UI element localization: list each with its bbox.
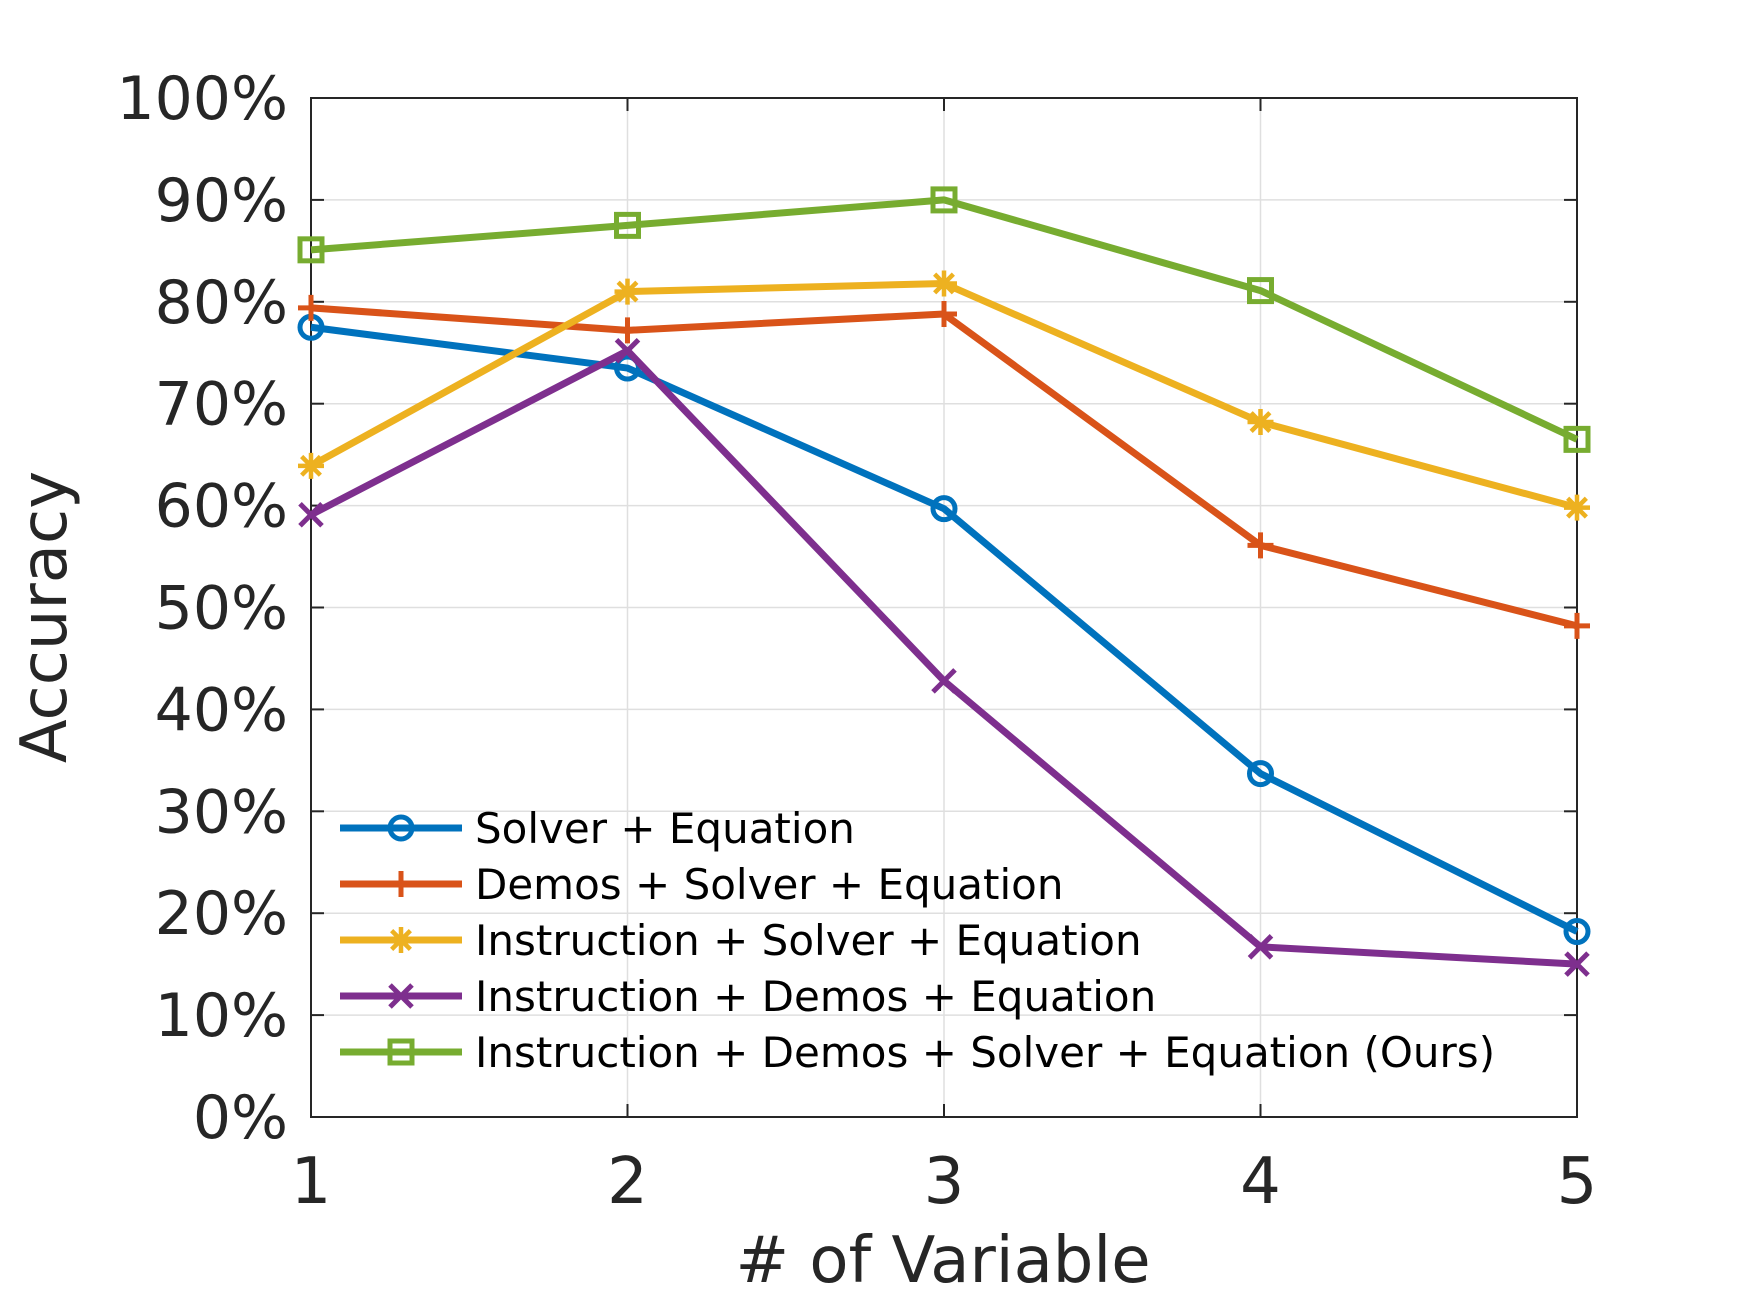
y-tick-label: 0%	[193, 1083, 288, 1153]
series-5	[297, 186, 1591, 453]
data-point	[298, 294, 324, 321]
data-point	[614, 278, 641, 305]
data-point	[1563, 425, 1591, 453]
data-point	[1564, 951, 1590, 977]
data-point	[1247, 934, 1274, 960]
data-point	[298, 452, 324, 479]
y-tick-label: 80%	[155, 268, 288, 338]
legend-label: Instruction + Demos + Equation	[475, 972, 1156, 1021]
data-point	[931, 301, 957, 328]
legend-marker	[388, 983, 414, 1009]
legend-marker	[388, 871, 414, 897]
data-point	[1247, 277, 1274, 305]
x-tick-label: 2	[607, 1145, 648, 1219]
y-tick-label: 100%	[116, 64, 288, 134]
data-point	[1564, 494, 1590, 521]
legend-marker	[388, 927, 414, 953]
y-axis-label: Accuracy	[8, 471, 82, 763]
data-point	[614, 317, 641, 344]
legend-entry: Solver + Equation	[340, 804, 855, 853]
axes	[310, 97, 1578, 1118]
data-point	[297, 236, 325, 264]
y-tick-label: 50%	[155, 574, 288, 644]
x-tick-label: 1	[291, 1145, 332, 1219]
x-tick-label: 3	[924, 1145, 965, 1219]
y-tick-label: 70%	[155, 370, 288, 440]
legend-entry: Instruction + Solver + Equation	[340, 916, 1142, 965]
data-point	[930, 495, 958, 523]
data-point	[298, 502, 324, 528]
legend-entry: Instruction + Demos + Equation	[340, 972, 1156, 1021]
y-tick-label: 40%	[155, 675, 288, 745]
data-point	[1247, 409, 1274, 436]
series-line	[310, 323, 1579, 935]
data-point	[614, 354, 641, 382]
legend-marker	[387, 1038, 415, 1066]
legend-label: Instruction + Demos + Solver + Equation …	[475, 1028, 1495, 1077]
series-4	[298, 337, 1590, 977]
x-axis-label: # of Variable	[735, 1224, 1150, 1298]
y-tick-label: 30%	[155, 777, 288, 847]
legend-marker	[387, 814, 415, 842]
tick-labels: 1 2 3 4 50%10%20%30%40%50%60%70%80%90%100%	[116, 64, 1597, 1219]
data-point	[1563, 918, 1591, 946]
y-tick-label: 90%	[155, 166, 288, 236]
data-point	[614, 211, 641, 239]
legend-label: Instruction + Solver + Equation	[475, 916, 1142, 965]
data-point	[614, 337, 641, 364]
x-tick-label: 4	[1240, 1145, 1281, 1219]
data-point	[1247, 760, 1274, 788]
series-3	[298, 270, 1590, 521]
data-point	[930, 186, 958, 214]
y-tick-label: 10%	[155, 981, 288, 1051]
legend-label: Demos + Solver + Equation	[475, 860, 1063, 909]
legend: Solver + Equation Demos + Solver + Equati…	[340, 804, 1495, 1077]
x-tick-label: 5	[1557, 1145, 1598, 1219]
legend-label: Solver + Equation	[475, 804, 855, 853]
series-line	[310, 196, 1579, 443]
legend-entry: Instruction + Demos + Solver + Equation …	[340, 1028, 1495, 1077]
data-point	[1247, 532, 1274, 559]
y-tick-label: 60%	[155, 472, 288, 542]
y-tick-label: 20%	[155, 879, 288, 949]
series-group	[297, 186, 1591, 977]
data-point	[931, 668, 957, 694]
series-2	[298, 294, 1590, 639]
series-1	[297, 313, 1591, 946]
legend-entry: Demos + Solver + Equation	[340, 860, 1063, 909]
data-point	[1564, 612, 1590, 639]
data-point	[931, 270, 957, 297]
